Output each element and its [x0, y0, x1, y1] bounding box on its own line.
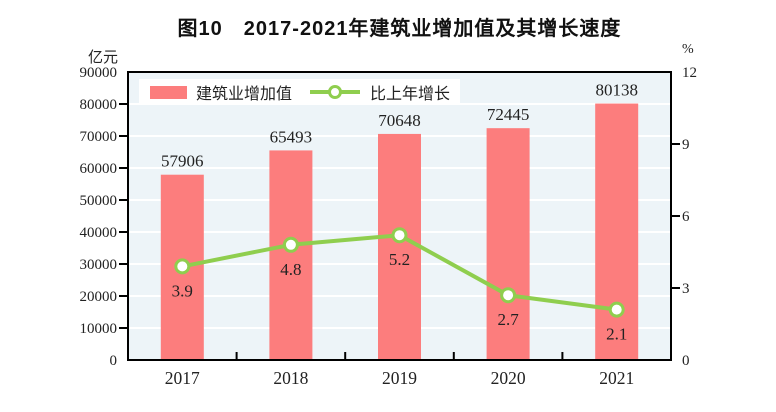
legend: 建筑业增加值 比上年增长 [139, 79, 461, 105]
bar [378, 133, 421, 360]
y-axis-tick-label: 0 [110, 353, 118, 369]
y2-axis-tick-label: 6 [682, 209, 690, 225]
bar-value-label: 80138 [595, 81, 638, 100]
y-axis-tick-label: 70000 [80, 129, 118, 145]
growth-marker [174, 258, 191, 275]
growth-value-label: 5.2 [389, 250, 410, 269]
y-axis-tick-label: 20000 [80, 289, 118, 305]
x-axis-label: 2021 [599, 368, 634, 388]
left-axis-unit: 亿元 [87, 49, 118, 66]
growth-marker [282, 236, 299, 253]
legend-bar-label: 建筑业增加值 [196, 86, 293, 103]
chart-title: 图10 2017-2021年建筑业增加值及其增长速度 [177, 18, 622, 40]
x-axis-label: 2017 [165, 368, 200, 388]
bar-value-label: 65493 [270, 127, 313, 146]
growth-value-label: 2.1 [606, 325, 627, 344]
y-axis-tick-label: 10000 [80, 321, 118, 337]
y-axis-tick-label: 50000 [80, 193, 118, 209]
legend-line-label: 比上年增长 [370, 86, 451, 103]
y-axis-tick-label: 40000 [80, 225, 118, 241]
bar [269, 150, 313, 360]
y2-axis-tick-label: 9 [682, 137, 690, 153]
x-axis-label: 2020 [491, 368, 526, 388]
y-axis-tick-label: 90000 [80, 65, 118, 81]
y2-axis-tick-label: 12 [682, 65, 697, 81]
bar [486, 128, 530, 360]
y2-axis-tick-label: 0 [682, 353, 690, 369]
y2-axis-tick-label: 3 [682, 281, 690, 297]
growth-value-label: 4.8 [280, 260, 301, 279]
growth-marker [608, 301, 625, 318]
y-axis-tick-label: 30000 [80, 257, 118, 273]
y-axis-tick-label: 60000 [80, 161, 118, 177]
growth-marker [500, 287, 517, 304]
x-axis-label: 2019 [382, 368, 417, 388]
x-axis-label: 2018 [273, 368, 308, 388]
bar-value-label: 57906 [161, 152, 204, 171]
growth-value-label: 3.9 [172, 281, 193, 300]
bar-value-label: 70648 [378, 111, 421, 130]
legend-line-swatch-icon [310, 85, 361, 99]
right-axis-unit: % [682, 42, 694, 57]
growth-value-label: 2.7 [497, 310, 519, 329]
bar-value-label: 72445 [487, 105, 530, 124]
y-axis-tick-label: 80000 [80, 97, 118, 113]
bar [595, 103, 639, 360]
growth-marker [391, 227, 408, 244]
legend-bar-swatch-icon [150, 85, 187, 99]
